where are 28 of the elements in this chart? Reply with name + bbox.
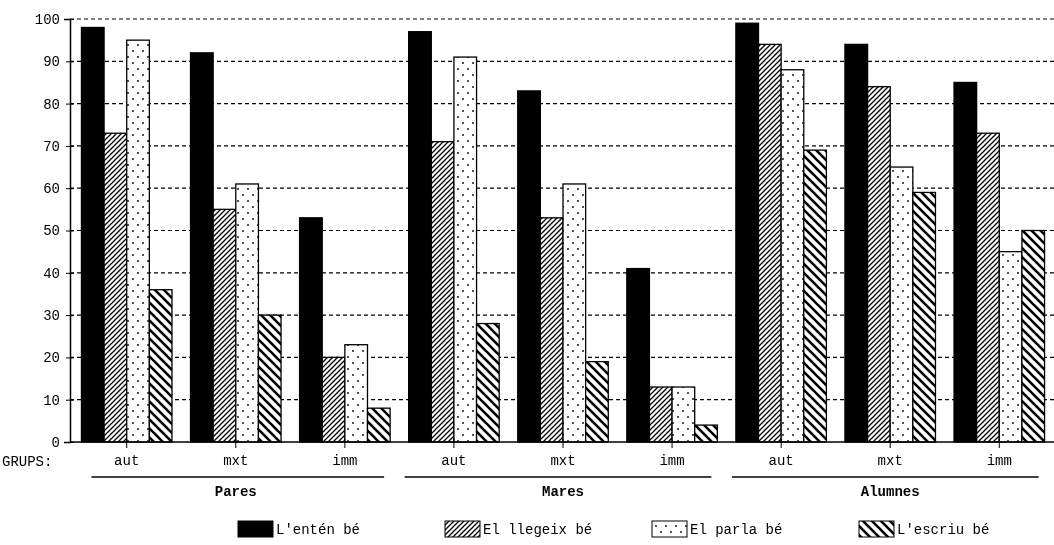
text: Alumnes <box>860 484 920 500</box>
legend-label: L'entén bé <box>276 522 361 538</box>
y-tick-label: 50 <box>43 223 60 240</box>
text: GRUPS: <box>2 454 53 470</box>
x-tick-label: aut <box>114 452 140 469</box>
legend-label: El parla bé <box>690 522 783 538</box>
x-tick-label: aut <box>768 452 794 469</box>
text: Mares <box>541 484 585 500</box>
y-tick-label: 70 <box>43 138 60 155</box>
y-tick-label: 20 <box>43 350 60 367</box>
x-tick-label: mxt <box>550 452 576 469</box>
x-tick-label: imm <box>332 452 358 469</box>
y-tick-label: 30 <box>43 308 60 325</box>
y-tick-label: 40 <box>43 265 60 282</box>
y-tick-label: 0 <box>51 434 60 451</box>
x-tick-label: imm <box>986 452 1012 469</box>
y-tick-label: 80 <box>43 96 60 113</box>
x-tick-label: imm <box>659 452 685 469</box>
legend-label: L'escriu bé <box>897 522 990 538</box>
x-tick-label: aut <box>441 452 467 469</box>
text: Pares <box>214 484 257 500</box>
y-tick-label: 90 <box>43 54 60 71</box>
y-tick-label: 100 <box>34 11 60 28</box>
legend-label: El llegeix bé <box>483 522 593 538</box>
x-tick-label: mxt <box>877 452 903 469</box>
y-tick-label: 10 <box>43 392 60 409</box>
y-tick-label: 60 <box>43 181 60 198</box>
x-tick-label: mxt <box>223 452 249 469</box>
